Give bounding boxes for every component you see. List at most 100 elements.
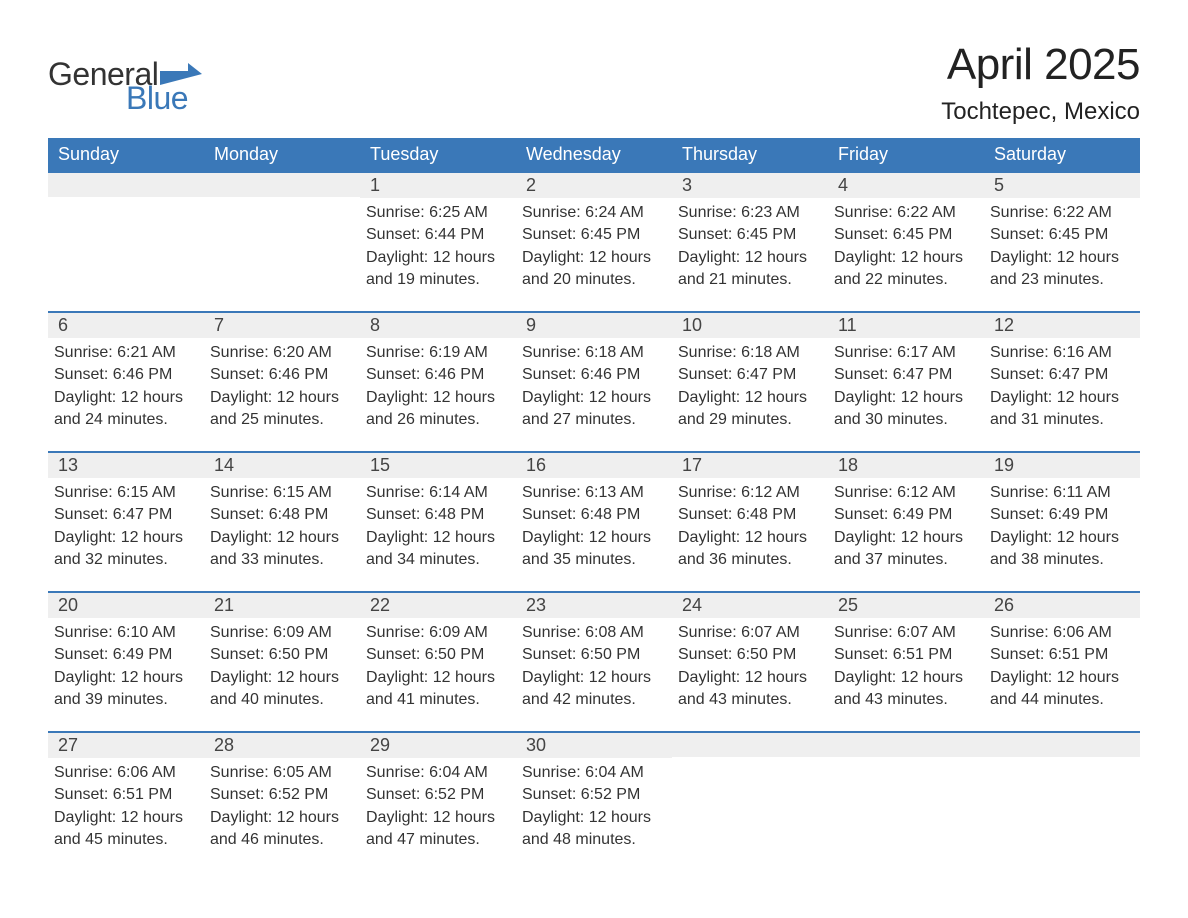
daylight-line1: Daylight: 12 hours [522, 247, 666, 269]
day-content: Sunrise: 6:20 AMSunset: 6:46 PMDaylight:… [204, 338, 360, 432]
weekday-saturday: Saturday [984, 138, 1140, 171]
day-cell: 14Sunrise: 6:15 AMSunset: 6:48 PMDayligh… [204, 451, 360, 591]
week-row: 20Sunrise: 6:10 AMSunset: 6:49 PMDayligh… [48, 591, 1140, 731]
daylight-line1: Daylight: 12 hours [834, 527, 978, 549]
sunset-value: Sunset: 6:47 PM [678, 364, 822, 386]
daylight-line1: Daylight: 12 hours [54, 527, 198, 549]
day-number [204, 171, 360, 197]
day-number: 23 [516, 591, 672, 618]
day-number: 10 [672, 311, 828, 338]
day-number: 3 [672, 171, 828, 198]
week-row: 13Sunrise: 6:15 AMSunset: 6:47 PMDayligh… [48, 451, 1140, 591]
sunset-value: Sunset: 6:45 PM [678, 224, 822, 246]
day-number: 1 [360, 171, 516, 198]
daylight-line1: Daylight: 12 hours [522, 667, 666, 689]
daylight-line1: Daylight: 12 hours [54, 667, 198, 689]
sunrise-value: Sunrise: 6:12 AM [678, 482, 822, 504]
day-cell: 13Sunrise: 6:15 AMSunset: 6:47 PMDayligh… [48, 451, 204, 591]
sunset-value: Sunset: 6:52 PM [210, 784, 354, 806]
sunset-value: Sunset: 6:50 PM [210, 644, 354, 666]
weekday-header-row: Sunday Monday Tuesday Wednesday Thursday… [48, 138, 1140, 171]
day-content: Sunrise: 6:11 AMSunset: 6:49 PMDaylight:… [984, 478, 1140, 572]
daylight-line1: Daylight: 12 hours [834, 667, 978, 689]
day-number: 29 [360, 731, 516, 758]
daylight-line2: and 30 minutes. [834, 409, 978, 431]
day-number [48, 171, 204, 197]
day-cell: 8Sunrise: 6:19 AMSunset: 6:46 PMDaylight… [360, 311, 516, 451]
day-cell: 11Sunrise: 6:17 AMSunset: 6:47 PMDayligh… [828, 311, 984, 451]
daylight-line1: Daylight: 12 hours [210, 667, 354, 689]
day-number: 22 [360, 591, 516, 618]
day-cell [48, 171, 204, 311]
sunset-value: Sunset: 6:47 PM [54, 504, 198, 526]
daylight-line2: and 46 minutes. [210, 829, 354, 851]
sunset-value: Sunset: 6:49 PM [54, 644, 198, 666]
daylight-line1: Daylight: 12 hours [678, 527, 822, 549]
sunrise-value: Sunrise: 6:04 AM [366, 762, 510, 784]
day-cell: 9Sunrise: 6:18 AMSunset: 6:46 PMDaylight… [516, 311, 672, 451]
day-cell [672, 731, 828, 871]
daylight-line1: Daylight: 12 hours [678, 667, 822, 689]
day-cell: 26Sunrise: 6:06 AMSunset: 6:51 PMDayligh… [984, 591, 1140, 731]
day-content: Sunrise: 6:12 AMSunset: 6:48 PMDaylight:… [672, 478, 828, 572]
daylight-line2: and 45 minutes. [54, 829, 198, 851]
day-cell: 10Sunrise: 6:18 AMSunset: 6:47 PMDayligh… [672, 311, 828, 451]
daylight-line1: Daylight: 12 hours [834, 387, 978, 409]
sunrise-value: Sunrise: 6:24 AM [522, 202, 666, 224]
daylight-line1: Daylight: 12 hours [366, 527, 510, 549]
day-content: Sunrise: 6:22 AMSunset: 6:45 PMDaylight:… [828, 198, 984, 292]
daylight-line1: Daylight: 12 hours [678, 387, 822, 409]
day-cell: 18Sunrise: 6:12 AMSunset: 6:49 PMDayligh… [828, 451, 984, 591]
sunrise-value: Sunrise: 6:19 AM [366, 342, 510, 364]
sunrise-value: Sunrise: 6:17 AM [834, 342, 978, 364]
calendar: Sunday Monday Tuesday Wednesday Thursday… [48, 138, 1140, 871]
sunrise-value: Sunrise: 6:04 AM [522, 762, 666, 784]
weekday-monday: Monday [204, 138, 360, 171]
location-label: Tochtepec, Mexico [941, 98, 1140, 126]
day-content: Sunrise: 6:18 AMSunset: 6:47 PMDaylight:… [672, 338, 828, 432]
sunrise-value: Sunrise: 6:06 AM [54, 762, 198, 784]
title-block: April 2025 Tochtepec, Mexico [941, 40, 1140, 126]
sunset-value: Sunset: 6:48 PM [366, 504, 510, 526]
day-content: Sunrise: 6:16 AMSunset: 6:47 PMDaylight:… [984, 338, 1140, 432]
daylight-line1: Daylight: 12 hours [366, 807, 510, 829]
day-number: 27 [48, 731, 204, 758]
daylight-line2: and 43 minutes. [834, 689, 978, 711]
sunrise-value: Sunrise: 6:06 AM [990, 622, 1134, 644]
sunrise-value: Sunrise: 6:15 AM [210, 482, 354, 504]
day-cell: 5Sunrise: 6:22 AMSunset: 6:45 PMDaylight… [984, 171, 1140, 311]
sunset-value: Sunset: 6:51 PM [54, 784, 198, 806]
sunrise-value: Sunrise: 6:08 AM [522, 622, 666, 644]
day-number: 19 [984, 451, 1140, 478]
sunrise-value: Sunrise: 6:14 AM [366, 482, 510, 504]
sunrise-value: Sunrise: 6:13 AM [522, 482, 666, 504]
day-cell: 29Sunrise: 6:04 AMSunset: 6:52 PMDayligh… [360, 731, 516, 871]
day-content: Sunrise: 6:24 AMSunset: 6:45 PMDaylight:… [516, 198, 672, 292]
sunset-value: Sunset: 6:46 PM [522, 364, 666, 386]
daylight-line1: Daylight: 12 hours [54, 387, 198, 409]
day-content: Sunrise: 6:15 AMSunset: 6:48 PMDaylight:… [204, 478, 360, 572]
daylight-line2: and 44 minutes. [990, 689, 1134, 711]
sunset-value: Sunset: 6:45 PM [990, 224, 1134, 246]
day-content: Sunrise: 6:17 AMSunset: 6:47 PMDaylight:… [828, 338, 984, 432]
daylight-line1: Daylight: 12 hours [522, 387, 666, 409]
weekday-friday: Friday [828, 138, 984, 171]
day-content: Sunrise: 6:22 AMSunset: 6:45 PMDaylight:… [984, 198, 1140, 292]
day-number: 14 [204, 451, 360, 478]
day-cell: 19Sunrise: 6:11 AMSunset: 6:49 PMDayligh… [984, 451, 1140, 591]
sunset-value: Sunset: 6:46 PM [366, 364, 510, 386]
day-content: Sunrise: 6:15 AMSunset: 6:47 PMDaylight:… [48, 478, 204, 572]
daylight-line2: and 39 minutes. [54, 689, 198, 711]
day-content: Sunrise: 6:08 AMSunset: 6:50 PMDaylight:… [516, 618, 672, 712]
day-content: Sunrise: 6:19 AMSunset: 6:46 PMDaylight:… [360, 338, 516, 432]
daylight-line2: and 48 minutes. [522, 829, 666, 851]
day-cell: 1Sunrise: 6:25 AMSunset: 6:44 PMDaylight… [360, 171, 516, 311]
day-cell: 4Sunrise: 6:22 AMSunset: 6:45 PMDaylight… [828, 171, 984, 311]
sunset-value: Sunset: 6:44 PM [366, 224, 510, 246]
day-content: Sunrise: 6:21 AMSunset: 6:46 PMDaylight:… [48, 338, 204, 432]
daylight-line1: Daylight: 12 hours [990, 527, 1134, 549]
daylight-line2: and 36 minutes. [678, 549, 822, 571]
sunrise-value: Sunrise: 6:22 AM [834, 202, 978, 224]
daylight-line1: Daylight: 12 hours [366, 247, 510, 269]
day-cell: 24Sunrise: 6:07 AMSunset: 6:50 PMDayligh… [672, 591, 828, 731]
